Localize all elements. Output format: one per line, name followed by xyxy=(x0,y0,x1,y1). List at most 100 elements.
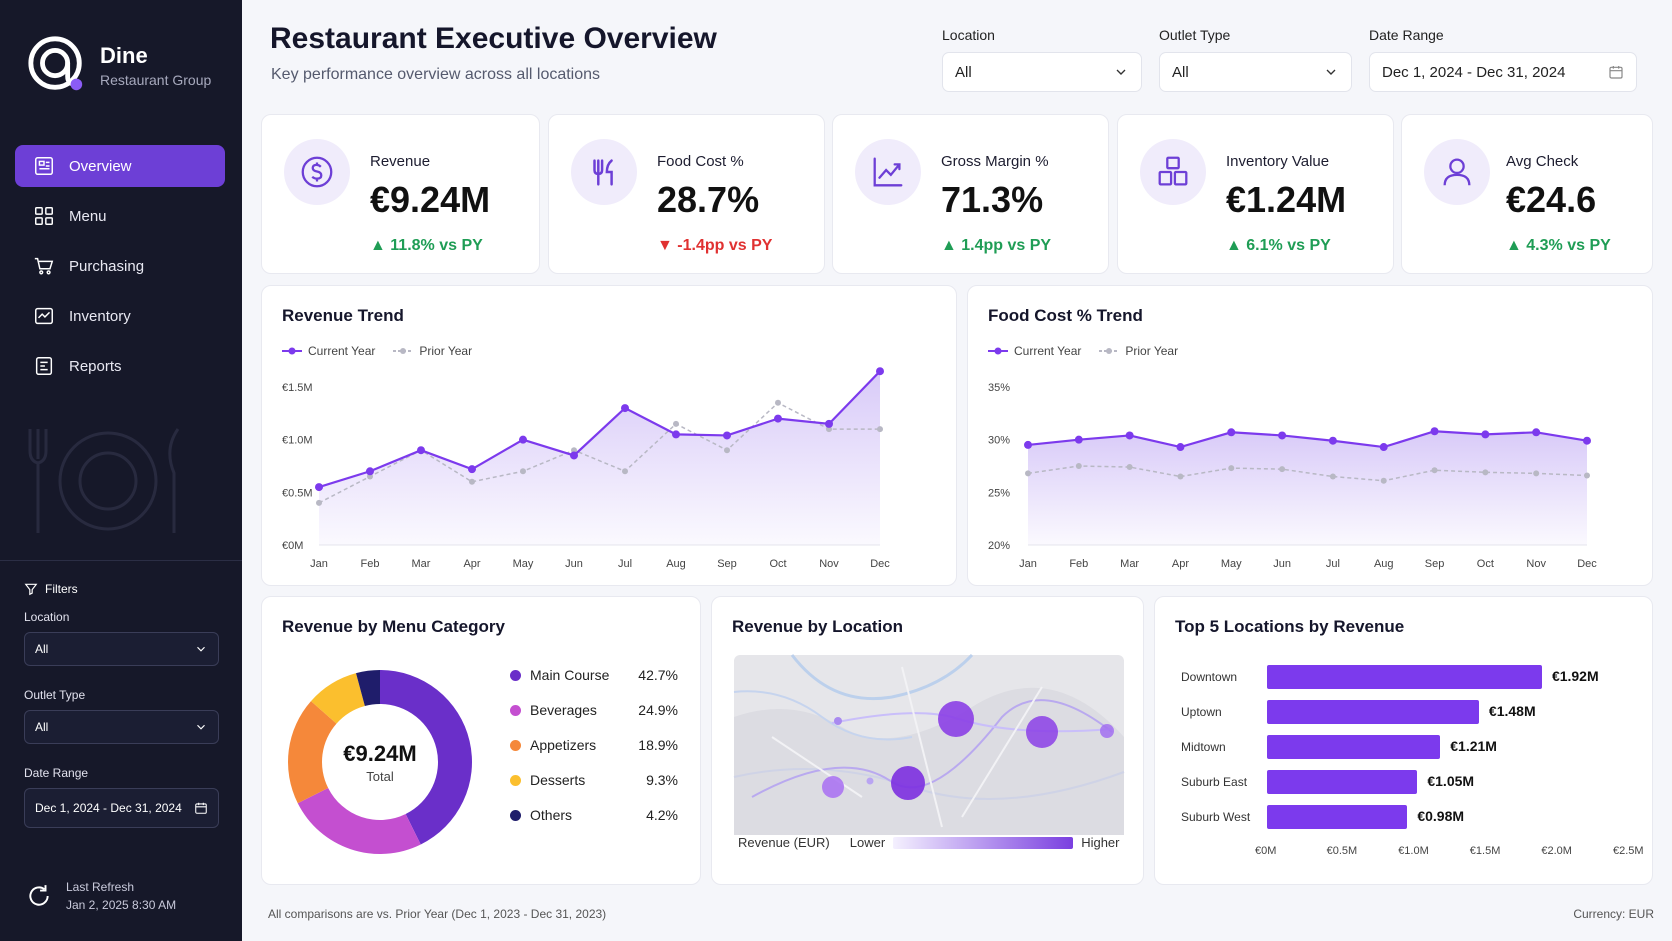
category-name: Beverages xyxy=(530,702,597,718)
prior-year-point xyxy=(1431,467,1438,474)
category-legend-item[interactable]: Desserts 9.3% xyxy=(510,772,678,788)
kpi-card-food-cost[interactable]: Food Cost % 28.7% ▼ -1.4pp vs PY xyxy=(548,114,825,274)
prior-year-point xyxy=(622,468,628,475)
category-name: Others xyxy=(530,807,573,823)
x-tick-label: Oct xyxy=(769,558,786,570)
current-year-point xyxy=(366,467,374,476)
header-location-filter: Location All xyxy=(942,27,1142,92)
kpi-card-revenue[interactable]: Revenue €9.24M ▲ 11.8% vs PY xyxy=(261,114,540,274)
location-bar[interactable] xyxy=(1267,700,1479,724)
current-year-point xyxy=(672,430,680,439)
map-marker-small xyxy=(834,717,842,725)
location-filter-select[interactable]: All xyxy=(24,632,219,666)
map-marker-small xyxy=(866,777,874,785)
header-outlet-select[interactable]: All xyxy=(1159,52,1352,92)
current-year-point xyxy=(417,446,425,455)
location-bar[interactable] xyxy=(1267,665,1542,689)
current-year-area xyxy=(319,371,880,545)
legend-prior-year[interactable]: Prior Year xyxy=(1099,344,1178,358)
date-filter-select[interactable]: Dec 1, 2024 - Dec 31, 2024 xyxy=(24,788,219,828)
current-year-point xyxy=(1430,427,1439,436)
current-year-point xyxy=(621,404,629,413)
menu-category-card: Revenue by Menu Category €9.24M Total Ma… xyxy=(261,596,701,885)
prior-year-point xyxy=(1075,463,1082,469)
prior-year-point xyxy=(520,468,526,475)
outlet-filter-select[interactable]: All xyxy=(24,710,219,744)
location-bar-value: €1.92M xyxy=(1551,668,1599,684)
refresh-icon xyxy=(29,885,49,906)
legend-current-year[interactable]: Current Year xyxy=(988,344,1081,358)
header-location-select[interactable]: All xyxy=(942,52,1142,92)
x-tick-label: €0M xyxy=(1255,845,1277,857)
food-cost-trend-chart: 20% 25% 30% 35% Jan Feb Mar Apr May Jun Jul Aug Sep O… xyxy=(988,382,1597,570)
kpi-icon-wrap xyxy=(1424,139,1490,205)
legend-current-marker xyxy=(282,347,302,355)
sidebar-item-label: Reports xyxy=(69,357,122,375)
x-tick-label: Apr xyxy=(463,558,480,570)
current-year-point xyxy=(723,431,731,440)
sidebar-filters: Filters Location All Outlet Type All Dat… xyxy=(24,582,219,850)
dine-logo-icon xyxy=(28,36,83,91)
category-color-dot xyxy=(510,774,521,786)
x-tick-label: Dec xyxy=(1577,558,1597,570)
last-refresh[interactable]: Last Refresh Jan 2, 2025 8:30 AM xyxy=(26,880,176,912)
footer-note: All comparisons are vs. Prior Year (Dec … xyxy=(268,907,607,921)
category-pct: 18.9% xyxy=(638,737,678,753)
kpi-card-inventory-value[interactable]: Inventory Value €1.24M ▲ 6.1% vs PY xyxy=(1117,114,1394,274)
sidebar-item-purchasing[interactable]: Purchasing xyxy=(15,245,225,287)
location-bar-value: €0.98M xyxy=(1417,808,1465,824)
sidebar-item-reports[interactable]: Reports xyxy=(15,345,225,387)
y-tick-label: 25% xyxy=(988,487,1010,499)
map-marker-suburb-east xyxy=(1100,724,1114,738)
donut-center: €9.24M Total xyxy=(320,741,440,784)
kpi-value: €1.24M xyxy=(1226,179,1347,220)
sidebar-item-inventory[interactable]: Inventory xyxy=(15,295,225,337)
location-bar[interactable] xyxy=(1267,735,1441,759)
donut-slice xyxy=(356,670,380,707)
inventory-icon xyxy=(35,307,53,325)
kpi-icon-wrap xyxy=(1140,139,1206,205)
menu-category-donut xyxy=(288,670,473,854)
category-legend-item[interactable]: Beverages 24.9% xyxy=(510,702,678,718)
kpi-value: €9.24M xyxy=(370,179,491,220)
y-tick-label: 20% xyxy=(988,540,1010,552)
donut-slice xyxy=(288,701,337,804)
category-legend-item[interactable]: Main Course 42.7% xyxy=(510,667,678,683)
location-map-title: Revenue by Location xyxy=(732,617,903,636)
brand[interactable]: Dine Restaurant Group xyxy=(26,34,211,96)
sidebar-item-menu[interactable]: Menu xyxy=(15,195,225,237)
user-icon xyxy=(1443,158,1471,186)
legend-label: Current Year xyxy=(1014,344,1082,358)
kpi-card-gross-margin[interactable]: Gross Margin % 71.3% ▲ 1.4pp vs PY xyxy=(832,114,1109,274)
sidebar-item-overview[interactable]: Overview xyxy=(15,145,225,187)
current-year-point xyxy=(1278,431,1287,440)
date-filter-value: Dec 1, 2024 - Dec 31, 2024 xyxy=(35,801,182,815)
location-bar-value: €1.48M xyxy=(1488,703,1536,719)
x-tick-label: Dec xyxy=(870,558,890,570)
legend-prior-year[interactable]: Prior Year xyxy=(393,344,472,358)
category-name: Appetizers xyxy=(530,737,597,753)
x-tick-label: May xyxy=(1221,558,1242,570)
location-bar[interactable] xyxy=(1267,770,1418,794)
category-pct: 4.2% xyxy=(646,807,678,823)
donut-slice xyxy=(380,670,473,845)
legend-prior-marker xyxy=(1099,348,1120,354)
map-marker-uptown xyxy=(1026,716,1058,748)
outlet-filter-label: Outlet Type xyxy=(24,688,86,702)
category-legend-item[interactable]: Others 4.2% xyxy=(510,807,678,823)
x-tick-label: Aug xyxy=(666,558,686,570)
legend-current-year[interactable]: Current Year xyxy=(282,344,375,358)
prior-year-point xyxy=(571,447,577,454)
x-tick-label: €1.5M xyxy=(1469,845,1501,857)
y-tick-label: 30% xyxy=(988,435,1010,447)
header-date-select[interactable]: Dec 1, 2024 - Dec 31, 2024 xyxy=(1369,52,1637,92)
category-legend-item[interactable]: Appetizers 18.9% xyxy=(510,737,678,753)
kpi-card-avg-check[interactable]: Avg Check €24.6 ▲ 4.3% vs PY xyxy=(1401,114,1653,274)
prior-year-line xyxy=(1027,465,1588,482)
x-tick-label: €0.5M xyxy=(1326,845,1358,857)
current-year-point xyxy=(1125,431,1134,440)
location-map[interactable] xyxy=(712,597,1145,886)
x-tick-label: Nov xyxy=(819,558,839,570)
current-year-point xyxy=(825,419,833,428)
location-bar[interactable] xyxy=(1267,805,1408,829)
